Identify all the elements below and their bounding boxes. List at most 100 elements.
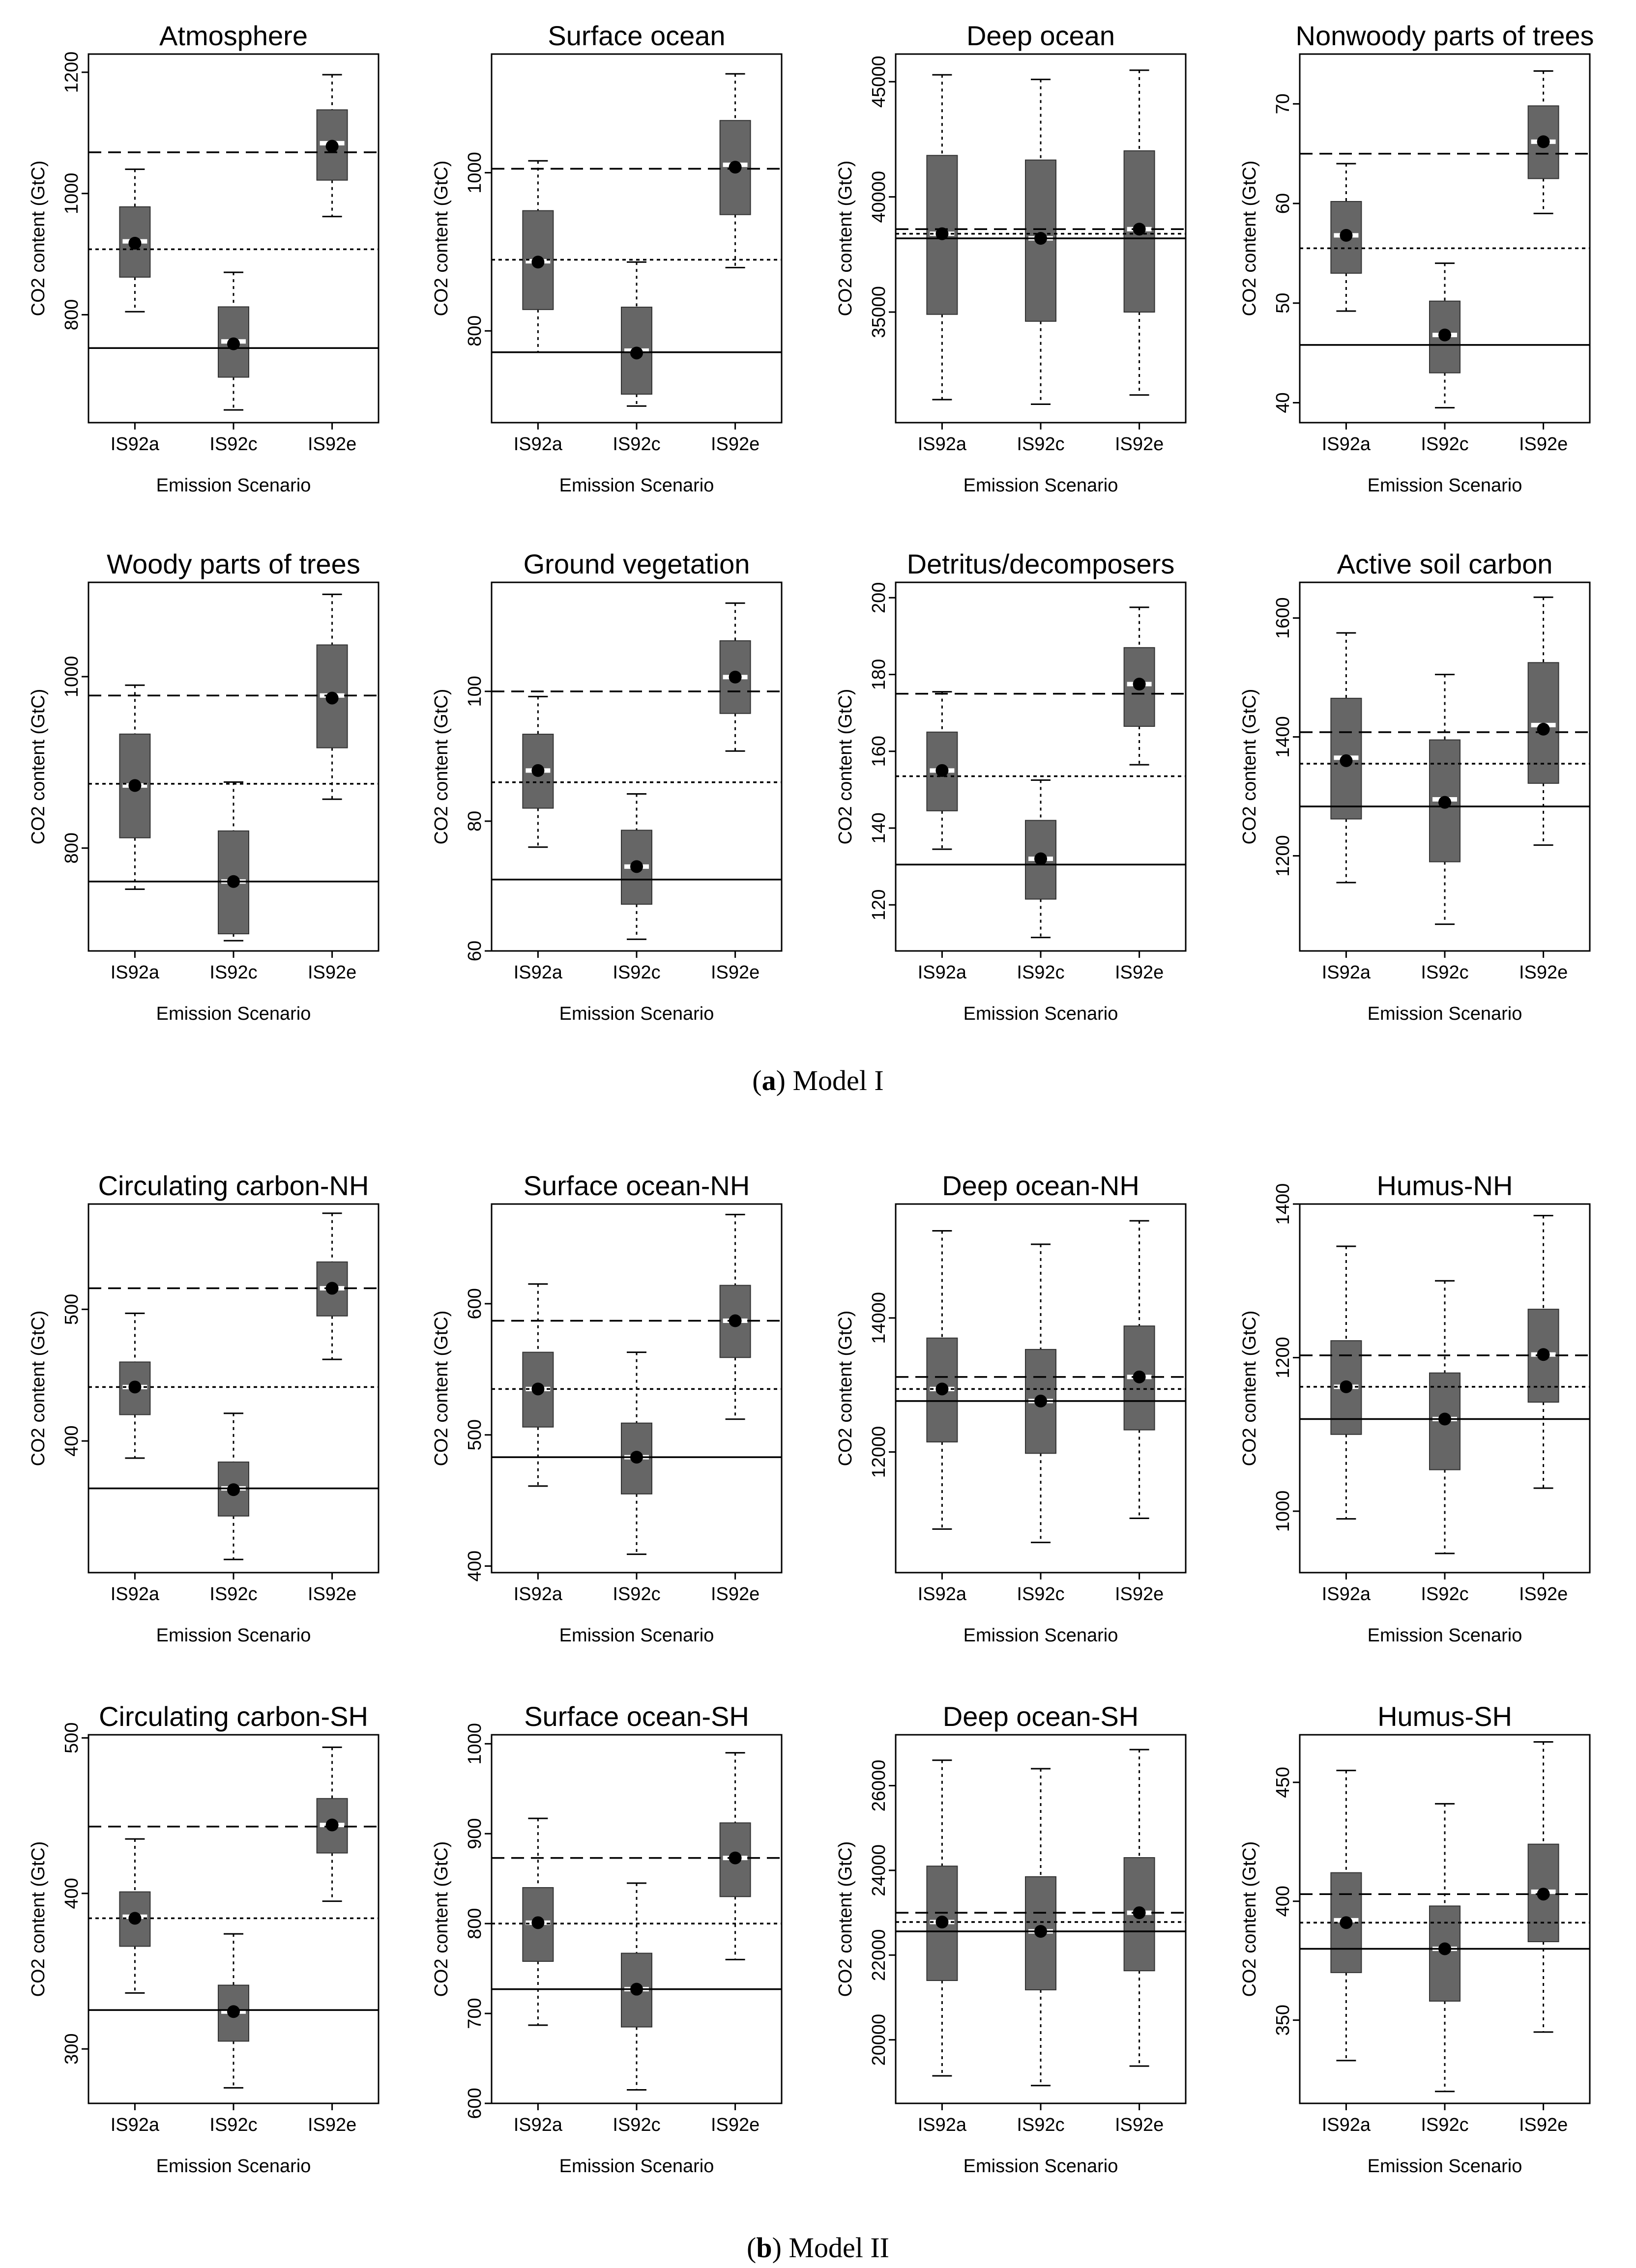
x-tick-label: IS92e — [308, 434, 356, 455]
panel-title: Surface ocean-NH — [524, 1170, 750, 1201]
y-tick-label: 500 — [61, 1294, 82, 1325]
mean-point — [1340, 754, 1353, 767]
panel-title: Woody parts of trees — [107, 548, 360, 579]
box-IS92c — [1429, 262, 1461, 409]
mean-point — [729, 670, 742, 684]
box-IS92a — [522, 1817, 554, 2026]
x-axis-label: Emission Scenario — [1368, 2156, 1522, 2177]
box-IS92e — [719, 1752, 751, 1960]
mean-point — [227, 337, 240, 350]
box-IS92e — [1527, 1741, 1559, 2033]
panel-title: Active soil carbon — [1337, 548, 1553, 579]
panel-title: Nonwoody parts of trees — [1296, 20, 1594, 51]
x-tick-label: IS92c — [209, 434, 257, 455]
box-IS92c — [1429, 1280, 1461, 1554]
mean-point — [325, 1818, 339, 1832]
y-tick-label: 1200 — [61, 52, 82, 93]
x-tick-label: IS92e — [711, 434, 760, 455]
x-tick-label: IS92c — [1017, 434, 1064, 455]
mean-point — [935, 1916, 949, 1929]
box-IS92a — [119, 1838, 151, 1994]
mean-point — [1133, 678, 1146, 691]
box-IS92a — [522, 160, 554, 353]
x-tick-label: IS92e — [308, 1584, 356, 1605]
x-axis-label: Emission Scenario — [559, 2156, 714, 2177]
mean-point — [128, 779, 142, 792]
y-tick-label: 600 — [465, 2088, 485, 2119]
mean-point — [1340, 1916, 1353, 1929]
x-tick-label: IS92e — [711, 962, 760, 983]
y-tick-label: 60 — [465, 941, 485, 961]
x-tick-label: IS92a — [514, 434, 563, 455]
box-IS92c — [218, 271, 249, 411]
mean-point — [325, 140, 339, 153]
box-IS92c — [621, 793, 652, 940]
y-tick-label: 400 — [61, 1878, 82, 1909]
box-IS92a — [522, 1283, 554, 1487]
box-IS92e — [316, 74, 348, 218]
x-tick-label: IS92c — [613, 962, 660, 983]
box-IS92e — [1527, 596, 1559, 846]
box-IS92e — [1123, 1749, 1155, 2067]
x-tick-label: IS92c — [613, 434, 660, 455]
mean-point — [935, 227, 949, 240]
box-IS92c — [1429, 1803, 1461, 2093]
mean-point — [227, 1483, 240, 1496]
y-tick-label: 40 — [1273, 392, 1293, 413]
x-tick-label: IS92e — [308, 962, 356, 983]
x-axis-label: Emission Scenario — [156, 1625, 311, 1646]
y-tick-label: 140 — [869, 812, 889, 843]
box-IS92a — [119, 1312, 151, 1459]
y-tick-label: 500 — [465, 1419, 485, 1450]
y-axis-label: CO2 content (GtC) — [28, 1311, 49, 1466]
x-axis-label: Emission Scenario — [964, 475, 1118, 496]
y-tick-label: 20000 — [869, 2014, 889, 2066]
y-tick-label: 300 — [61, 2034, 82, 2065]
x-tick-label: IS92e — [711, 1584, 760, 1605]
y-tick-label: 1400 — [1273, 1183, 1293, 1225]
y-tick-label: 26000 — [869, 1760, 889, 1812]
box-IS92c — [1025, 79, 1056, 405]
x-tick-label: IS92e — [308, 2115, 356, 2135]
box-IS92e — [719, 73, 751, 269]
panel-title: Deep ocean-NH — [942, 1170, 1139, 1201]
x-tick-label: IS92e — [711, 2115, 760, 2135]
x-axis-label: Emission Scenario — [559, 1004, 714, 1024]
box-IS92e — [1527, 70, 1559, 214]
x-tick-label: IS92c — [209, 962, 257, 983]
panel-title: Atmosphere — [159, 20, 308, 51]
y-axis-label: CO2 content (GtC) — [835, 161, 856, 316]
panel-title: Deep ocean-SH — [943, 1701, 1139, 1732]
x-tick-label: IS92c — [1421, 2115, 1468, 2135]
x-tick-label: IS92e — [1519, 962, 1568, 983]
caption-model-2: (b) Model II — [747, 2232, 889, 2264]
box-IS92a — [926, 1759, 958, 2077]
panel-title: Ground vegetation — [524, 548, 750, 579]
x-tick-label: IS92a — [1322, 962, 1371, 983]
y-tick-label: 800 — [61, 833, 82, 863]
mean-point — [935, 1382, 949, 1396]
box-IS92a — [119, 168, 151, 313]
y-tick-label: 700 — [465, 1998, 485, 2029]
y-tick-label: 900 — [465, 1818, 485, 1849]
box-IS92e — [316, 1746, 348, 1902]
y-tick-label: 70 — [1273, 93, 1293, 114]
y-tick-label: 1000 — [61, 656, 82, 698]
y-axis-label: CO2 content (GtC) — [431, 1841, 452, 1997]
mean-point — [1034, 852, 1047, 865]
mean-point — [128, 1912, 142, 1925]
box-IS92a — [1330, 1245, 1362, 1520]
box-IS92e — [1123, 1220, 1155, 1520]
panel-11: Humus-NH 1000 1200 1400 CO2 content (GtC) IS9… — [1239, 1170, 1591, 1646]
x-tick-label: IS92e — [1115, 1584, 1164, 1605]
box-IS92a — [1330, 632, 1362, 884]
y-tick-label: 200 — [869, 582, 889, 613]
y-tick-label: 800 — [61, 299, 82, 330]
panel-0: Atmosphere 800 1000 1200 CO2 content (GtC) IS… — [28, 20, 380, 496]
y-axis-label: CO2 content (GtC) — [1239, 161, 1260, 316]
panel-8: Circulating carbon-NH 400 500 CO2 content (… — [28, 1170, 380, 1646]
x-tick-label: IS92a — [514, 1584, 563, 1605]
y-tick-label: 450 — [1273, 1767, 1293, 1798]
y-tick-label: 350 — [1273, 2005, 1293, 2036]
y-axis-label: CO2 content (GtC) — [835, 1841, 856, 1997]
